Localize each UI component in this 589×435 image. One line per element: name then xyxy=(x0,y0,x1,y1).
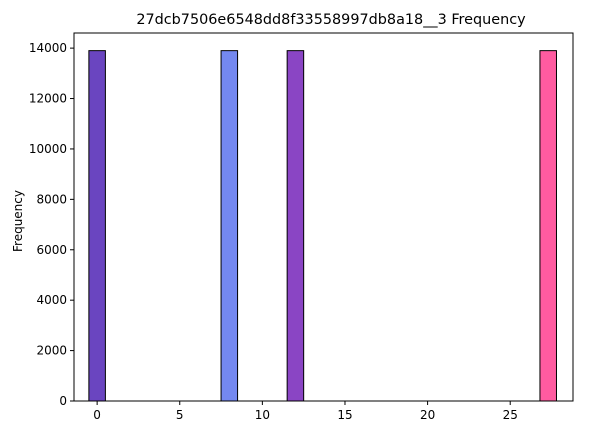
y-axis-ticks: 0 2000 4000 6000 8000 10000 12000 14000 xyxy=(29,41,74,408)
x-axis-ticks: 0 5 10 15 20 25 xyxy=(93,401,518,422)
y-tick-label: 8000 xyxy=(36,192,67,206)
histogram-bar-2 xyxy=(286,50,305,402)
y-tick-label: 12000 xyxy=(29,92,67,106)
bars-layer xyxy=(88,50,557,402)
plot-frame xyxy=(73,32,574,402)
chart-title: 27dcb7506e6548dd8f33558997db8a18__3 Freq… xyxy=(136,12,526,28)
y-tick-label: 14000 xyxy=(29,41,67,55)
y-tick-label: 2000 xyxy=(36,344,67,358)
y-tick-label: 6000 xyxy=(36,243,67,257)
x-tick-label: 0 xyxy=(93,408,101,422)
x-tick-label: 5 xyxy=(176,408,184,422)
histogram-bar-0 xyxy=(88,50,106,402)
y-tick-label: 0 xyxy=(59,394,67,408)
y-tick-label: 4000 xyxy=(36,293,67,307)
x-tick-label: 25 xyxy=(503,408,518,422)
histogram-bar-3 xyxy=(539,50,557,402)
y-axis-label: Frequency xyxy=(11,190,25,252)
x-tick-label: 20 xyxy=(420,408,435,422)
x-tick-label: 15 xyxy=(337,408,352,422)
x-tick-label: 10 xyxy=(255,408,270,422)
y-tick-label: 10000 xyxy=(29,142,67,156)
histogram-bar-1 xyxy=(220,50,239,402)
